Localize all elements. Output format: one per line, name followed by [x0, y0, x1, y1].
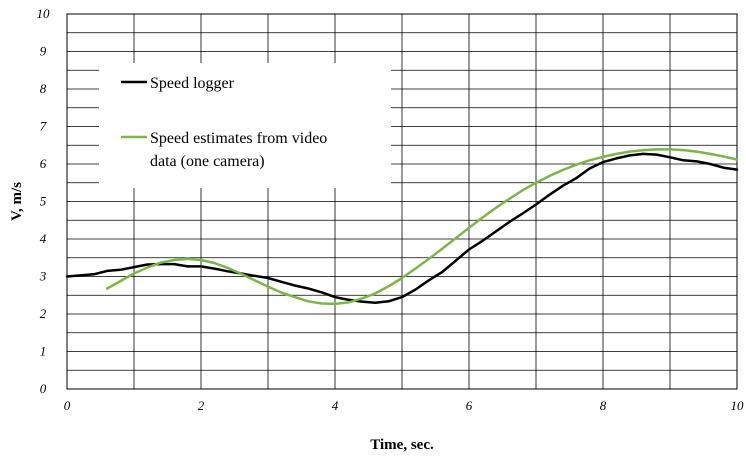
x-tick-label: 2	[198, 398, 205, 413]
y-tick-label: 6	[40, 156, 47, 171]
series-line-video-estimates	[105, 148, 739, 306]
y-tick-label: 1	[40, 344, 47, 359]
y-tick-labels: 0 1 2 3 4 5 6 7 8 9 10	[37, 6, 51, 396]
x-tick-label: 8	[600, 398, 607, 413]
y-tick-label: 2	[40, 306, 47, 321]
y-tick-label: 7	[40, 119, 47, 134]
x-tick-labels: 0 2 4 6 8 10	[64, 398, 744, 413]
y-tick-label: 9	[40, 44, 47, 59]
y-tick-label: 10	[37, 6, 51, 21]
legend-label-video-estimates-line2: data (one camera)	[150, 153, 265, 170]
y-tick-label: 4	[40, 231, 47, 246]
x-tick-label: 4	[332, 398, 339, 413]
x-tick-label: 10	[731, 398, 745, 413]
legend-label-speed-logger: Speed logger	[150, 75, 235, 92]
y-tick-label: 0	[40, 381, 47, 396]
plot-frame	[66, 13, 738, 390]
y-tick-label: 5	[40, 194, 47, 209]
series-line-speed-logger	[65, 152, 739, 305]
x-tick-label: 0	[64, 398, 71, 413]
y-tick-label: 8	[40, 81, 47, 96]
y-axis-label: V, m/s	[9, 182, 25, 221]
series-lines	[65, 148, 739, 306]
x-tick-label: 6	[466, 398, 473, 413]
y-tick-label: 3	[39, 269, 47, 284]
x-axis-label: Time, sec.	[370, 437, 434, 453]
legend-label-video-estimates-line1: Speed estimates from video	[150, 130, 327, 147]
legend-box	[99, 63, 391, 188]
legend: Speed logger Speed estimates from video …	[99, 63, 391, 188]
